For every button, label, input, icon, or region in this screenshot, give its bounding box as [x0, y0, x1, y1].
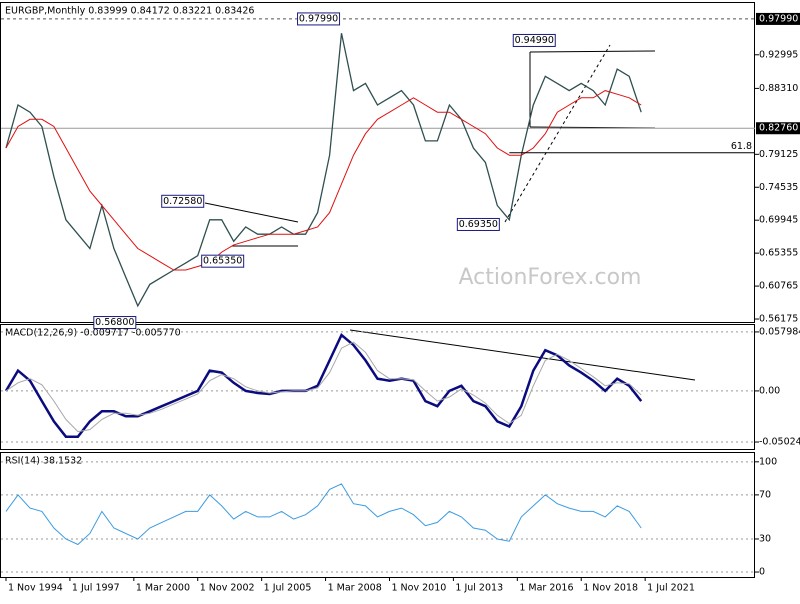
watermark: ActionForex.com [459, 265, 642, 290]
annotation-box [93, 316, 137, 330]
y-tick-label: 0.74535 [759, 182, 798, 193]
series-line [5, 90, 642, 271]
annotation: 0.69350 [459, 219, 498, 230]
x-tick-label: 1 Nov 2002 [200, 583, 255, 594]
y-tick-label: 0.057984 [759, 326, 800, 337]
x-tick-label: 1 Jul 2021 [647, 583, 695, 594]
y-tick-label: 0.00 [759, 385, 780, 396]
annotation-box [512, 33, 556, 47]
annotation: 0.56800 [95, 317, 134, 328]
panel-title: EURGBP,Monthly 0.83999 0.84172 0.83221 0… [5, 6, 254, 17]
x-tick-label: 1 Nov 1994 [8, 583, 63, 594]
x-tick-label: 1 Mar 2016 [519, 583, 573, 594]
macd-panel [0, 324, 755, 450]
annotation: 61.8 [731, 141, 752, 152]
series-line [5, 341, 642, 433]
y-tick-label: 100 [759, 456, 777, 467]
y-tick-label: 0.69945 [759, 215, 798, 226]
y-tick-label: 0.88310 [759, 83, 798, 94]
trendline [204, 202, 299, 223]
x-tick-label: 1 Nov 2018 [583, 583, 638, 594]
y-tick-label: 70 [759, 489, 771, 500]
x-tick-label: 1 Jul 2013 [455, 583, 503, 594]
series-line [4, 332, 643, 438]
annotation: 0.72580 [163, 196, 202, 207]
series-line [5, 483, 642, 546]
price-label-box [756, 122, 800, 135]
annotation: 0.65350 [203, 256, 242, 267]
panel-title: MACD(12,26,9) -0.009717 -0.005770 [5, 328, 181, 339]
trendlines [204, 44, 696, 381]
trendline [349, 329, 696, 381]
y-tick-label: 0.60765 [759, 281, 798, 292]
y-tick-label: 0.65355 [759, 248, 798, 259]
rsi-panel [0, 452, 755, 578]
trendline [504, 44, 611, 223]
annotation-box [297, 12, 341, 26]
trendline [529, 50, 656, 53]
annotation: 0.94990 [515, 35, 554, 46]
y-tick-label: 0.92995 [759, 49, 798, 60]
x-tick-label: 1 Jul 1997 [72, 583, 120, 594]
price-panel [0, 2, 755, 323]
y-tick-label: 0.79125 [759, 149, 798, 160]
annotation-box [201, 254, 245, 268]
y-tick-label: 0.56175 [759, 314, 798, 325]
price-label-box [756, 12, 800, 25]
y-tick-label: 30 [759, 533, 771, 544]
y-tick-label: -0.050241 [759, 437, 800, 448]
price-label: 0.97990 [759, 13, 798, 24]
panel-title: RSI(14) 38.1532 [5, 456, 82, 467]
x-tick-label: 1 Mar 2008 [328, 583, 382, 594]
annotation: 0.97990 [299, 13, 338, 24]
annotation-box [456, 217, 500, 231]
annotation-box [161, 194, 205, 208]
x-tick-label: 1 Jul 2005 [264, 583, 312, 594]
x-tick-label: 1 Mar 2000 [136, 583, 190, 594]
y-tick-label: 0 [759, 567, 765, 578]
series-line [5, 33, 642, 308]
price-label: 0.82760 [759, 123, 798, 134]
x-tick-label: 1 Nov 2010 [391, 583, 446, 594]
